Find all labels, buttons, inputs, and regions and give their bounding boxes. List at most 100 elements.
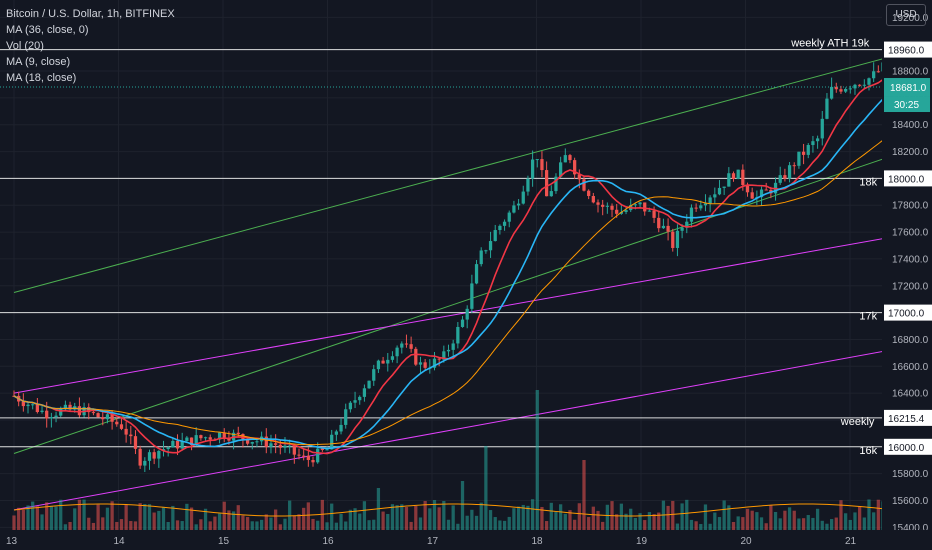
candle-body bbox=[264, 436, 268, 447]
volume-bar bbox=[432, 500, 437, 530]
candle-body bbox=[587, 190, 591, 197]
candle-body bbox=[470, 283, 474, 309]
volume-bar bbox=[428, 508, 432, 530]
y-tick-label: 17800.0 bbox=[892, 201, 929, 212]
volume-bar bbox=[353, 508, 357, 530]
candle-body bbox=[68, 404, 72, 410]
volume-bar bbox=[161, 507, 166, 530]
candle-body bbox=[820, 118, 824, 139]
countdown-tag bbox=[884, 96, 930, 113]
candle-body bbox=[713, 194, 717, 198]
candles bbox=[12, 57, 899, 473]
volume-bar bbox=[241, 515, 245, 530]
volume-bar bbox=[400, 504, 404, 530]
volume-bar bbox=[834, 517, 838, 530]
volume-bar bbox=[755, 512, 759, 530]
volume-bar bbox=[615, 514, 619, 530]
candle-body bbox=[409, 344, 413, 349]
candle-body bbox=[451, 343, 455, 350]
candle-body bbox=[115, 421, 119, 425]
candle-body bbox=[339, 424, 343, 432]
y-tick-label: 17200.0 bbox=[892, 281, 929, 292]
volume-bar bbox=[269, 517, 273, 530]
volume-bar bbox=[624, 513, 628, 530]
volume-bar bbox=[409, 521, 413, 530]
volume-bar bbox=[633, 517, 638, 530]
candle-body bbox=[596, 202, 600, 205]
candle-body bbox=[236, 432, 240, 435]
legend-ma9[interactable]: MA (9, close) bbox=[6, 56, 71, 68]
candle-body bbox=[638, 202, 642, 205]
volume-bar bbox=[451, 505, 455, 530]
volume-bar bbox=[259, 519, 264, 530]
volume-bar bbox=[741, 517, 745, 530]
candle-body bbox=[619, 212, 623, 214]
candle-body bbox=[316, 448, 320, 463]
candle-body bbox=[759, 189, 764, 198]
volume-bar bbox=[488, 510, 493, 530]
volume-bars bbox=[12, 390, 899, 530]
symbol-title[interactable]: Bitcoin / U.S. Dollar, 1h, BITFINEX bbox=[6, 8, 175, 20]
level-axis-tag bbox=[884, 170, 932, 187]
volume-bar bbox=[750, 510, 754, 530]
ma36-line bbox=[13, 130, 898, 446]
volume-bar bbox=[180, 521, 184, 530]
volume-bar bbox=[778, 518, 782, 530]
volume-bar bbox=[236, 505, 240, 530]
volume-bar bbox=[325, 522, 329, 530]
legend-ma18[interactable]: MA (18, close) bbox=[6, 72, 77, 84]
volume-bar bbox=[582, 460, 586, 530]
volume-bar bbox=[820, 520, 824, 530]
candle-body bbox=[671, 231, 675, 248]
volume-bar bbox=[493, 517, 497, 530]
legend-ma36[interactable]: MA (36, close, 0) bbox=[6, 24, 89, 36]
y-tick-label: 15800.0 bbox=[892, 469, 929, 480]
volume-bar bbox=[231, 511, 236, 530]
trendline-green bbox=[13, 54, 898, 293]
volume-bar bbox=[629, 508, 633, 530]
candle-body bbox=[255, 441, 259, 443]
volume-bar bbox=[446, 519, 451, 530]
level-axis-tag bbox=[884, 304, 932, 321]
volume-bar bbox=[288, 500, 292, 530]
ma9-line bbox=[13, 74, 898, 455]
candle-body bbox=[530, 159, 535, 179]
candle-body bbox=[657, 217, 661, 229]
candle-body bbox=[484, 250, 488, 252]
indicator-legend: Bitcoin / U.S. Dollar, 1h, BITFINEX MA (… bbox=[6, 6, 175, 86]
candle-body bbox=[320, 448, 324, 450]
volume-bar bbox=[601, 521, 605, 530]
candle-body bbox=[31, 404, 35, 406]
volume-bar bbox=[587, 517, 591, 530]
candle-body bbox=[633, 204, 638, 206]
legend-vol[interactable]: Vol (20) bbox=[6, 40, 44, 52]
volume-bar bbox=[358, 513, 362, 530]
time-axis: 13 14 15 16 17 18 19 20 21 bbox=[0, 530, 932, 550]
candle-body bbox=[792, 165, 796, 167]
level-axis-label: 16215.4 bbox=[888, 414, 925, 425]
volume-bar bbox=[63, 524, 68, 530]
candle-body bbox=[516, 203, 521, 206]
trendlines bbox=[13, 54, 898, 511]
volume-bar bbox=[675, 523, 680, 530]
candle-body bbox=[787, 165, 792, 179]
volume-bar bbox=[110, 501, 114, 530]
volume-bar bbox=[77, 499, 82, 530]
volume-bar bbox=[143, 504, 147, 530]
volume-bar bbox=[250, 521, 254, 530]
volume-bar bbox=[175, 520, 180, 530]
volume-bar bbox=[31, 501, 35, 530]
y-tick-label: 18800.0 bbox=[892, 67, 929, 78]
x-tick-label: 16 bbox=[323, 536, 335, 547]
currency-button[interactable]: USD bbox=[886, 4, 926, 26]
candle-body bbox=[269, 443, 273, 447]
volume-bar bbox=[535, 390, 539, 530]
candle-body bbox=[302, 455, 306, 457]
volume-bar bbox=[876, 499, 880, 530]
candle-body bbox=[250, 442, 254, 444]
candle-body bbox=[437, 358, 441, 360]
candle-body bbox=[731, 173, 736, 180]
volume-bar bbox=[147, 504, 152, 530]
